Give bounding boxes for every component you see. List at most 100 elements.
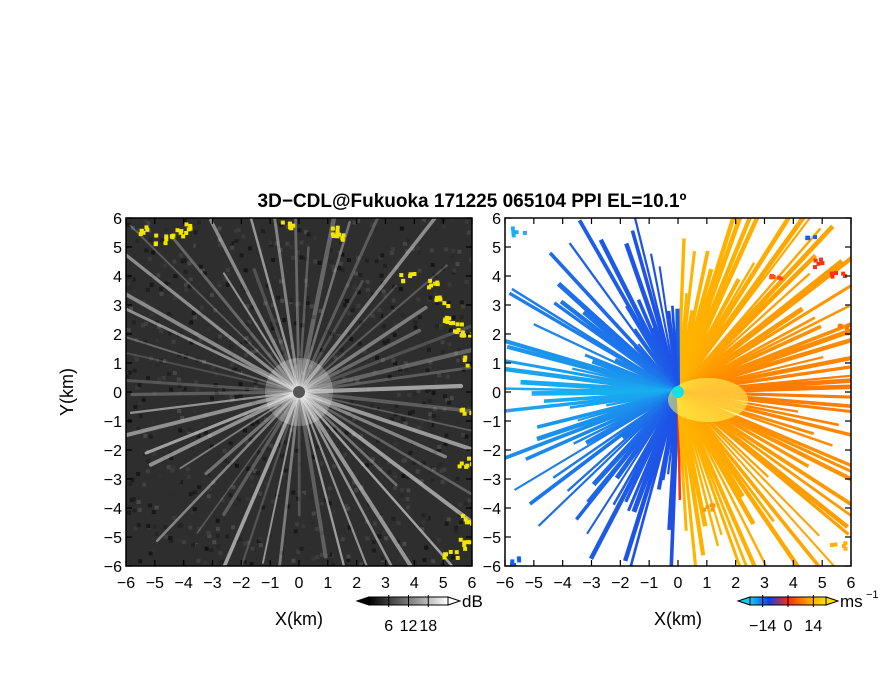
snr-beam xyxy=(297,220,351,394)
snr-noise-cell xyxy=(377,534,382,539)
velocity-beam xyxy=(677,322,851,394)
snr-noise-cell xyxy=(196,433,201,438)
snr-colorbar-unit: dB xyxy=(462,592,483,611)
snr-noise-cell xyxy=(189,510,194,515)
snr-beam xyxy=(273,218,301,394)
snr-noise-cell xyxy=(130,226,135,231)
snr-noise-cell xyxy=(362,282,367,287)
snr-noise-cell xyxy=(276,385,281,390)
snr-noise-cell xyxy=(231,525,236,530)
snr-noise-cell xyxy=(295,448,300,453)
velocity-echo-cell xyxy=(834,271,839,276)
snr-x-tick-label: 1 xyxy=(323,575,332,592)
snr-clutter-cell xyxy=(448,549,453,554)
snr-noise-cell xyxy=(301,371,306,376)
snr-noise-cell xyxy=(182,386,187,391)
snr-noise-cell xyxy=(359,320,364,325)
velocity-echo-cell xyxy=(813,235,818,240)
snr-noise-cell xyxy=(293,321,298,326)
snr-clutter-cell xyxy=(288,225,293,230)
snr-noise-cell xyxy=(351,354,356,359)
snr-noise-cell xyxy=(198,338,203,343)
snr-noise-cell xyxy=(134,337,139,342)
snr-noise-cell xyxy=(445,398,450,403)
snr-noise-cell xyxy=(254,348,259,353)
snr-noise-cell xyxy=(159,291,164,296)
snr-noise-cell xyxy=(178,479,183,484)
snr-noise-cell xyxy=(156,324,161,329)
snr-noise-cell xyxy=(383,263,388,268)
snr-clutter-cell xyxy=(412,272,417,277)
velocity-y-tick-label: 3 xyxy=(492,298,501,315)
snr-noise-cell xyxy=(421,461,426,466)
snr-clutter-cell xyxy=(186,227,191,232)
snr-beam xyxy=(126,378,301,394)
snr-beam xyxy=(297,284,398,394)
snr-colorbar: 6 12 18 dB xyxy=(355,592,483,635)
velocity-y-tick-label: −4 xyxy=(483,501,501,518)
snr-noise-cell xyxy=(464,219,469,224)
snr-noise-cell xyxy=(403,241,408,246)
snr-noise-cell xyxy=(270,406,275,411)
snr-noise-cell xyxy=(318,308,323,313)
snr-noise-cell xyxy=(456,358,461,363)
snr-noise-cell xyxy=(245,322,250,327)
snr-noise-cell xyxy=(418,315,423,320)
snr-noise-cell xyxy=(467,406,472,411)
snr-noise-cell xyxy=(417,268,422,273)
snr-noise-cell xyxy=(352,417,357,422)
snr-noise-cell xyxy=(244,353,249,358)
snr-noise-cell xyxy=(308,364,313,369)
snr-noise-cell xyxy=(128,481,133,486)
snr-beam xyxy=(297,390,454,566)
snr-noise-cell xyxy=(226,272,231,277)
snr-noise-cell xyxy=(131,497,136,502)
snr-noise-cell xyxy=(189,446,194,451)
snr-clutter-cell xyxy=(462,333,467,338)
snr-noise-cell xyxy=(189,340,194,345)
snr-noise-cell xyxy=(126,281,131,286)
snr-noise-cell xyxy=(365,279,370,284)
snr-noise-cell xyxy=(317,260,322,265)
snr-noise-cell xyxy=(313,259,318,264)
snr-noise-cell xyxy=(223,458,228,463)
chart-title: 3D−CDL@Fukuoka 171225 065104 PPI EL=10.1… xyxy=(258,191,687,212)
snr-noise-cell xyxy=(392,471,397,476)
snr-noise-cell xyxy=(333,355,338,360)
snr-noise-cell xyxy=(181,222,186,227)
snr-noise-cell xyxy=(405,497,410,502)
snr-noise-cell xyxy=(349,378,354,383)
snr-noise-cell xyxy=(163,263,168,268)
snr-beam xyxy=(262,391,300,564)
snr-noise-cell xyxy=(299,240,304,245)
snr-noise-cell xyxy=(442,224,447,229)
snr-noise-cell xyxy=(280,298,285,303)
snr-noise-cell xyxy=(270,499,275,504)
snr-noise-cell xyxy=(277,509,282,514)
snr-noise-cell xyxy=(462,317,467,322)
snr-beam xyxy=(196,391,300,534)
snr-noise-cell xyxy=(345,506,350,511)
snr-noise-cell xyxy=(403,458,408,463)
snr-noise-cell xyxy=(214,337,219,342)
snr-noise-cell xyxy=(245,540,250,545)
snr-noise-cell xyxy=(148,434,153,439)
snr-noise-cell xyxy=(242,560,247,565)
velocity-x-tick-label: 5 xyxy=(818,575,827,592)
snr-noise-cell xyxy=(382,340,387,345)
snr-noise-cell xyxy=(320,531,325,536)
snr-noise-cell xyxy=(298,462,303,467)
snr-beam xyxy=(222,272,301,394)
snr-clutter-cell xyxy=(154,233,159,238)
snr-noise-cell xyxy=(130,477,135,482)
snr-noise-cell xyxy=(377,307,382,312)
snr-noise-cell xyxy=(337,235,342,240)
snr-noise-cell xyxy=(352,220,357,225)
snr-noise-cell xyxy=(333,427,338,432)
snr-noise-cell xyxy=(446,517,451,522)
snr-noise-cell xyxy=(265,446,270,451)
snr-noise-cell xyxy=(301,490,306,495)
snr-noise-cell xyxy=(433,291,438,296)
snr-noise-cell xyxy=(179,522,184,527)
snr-noise-cell xyxy=(206,327,211,332)
